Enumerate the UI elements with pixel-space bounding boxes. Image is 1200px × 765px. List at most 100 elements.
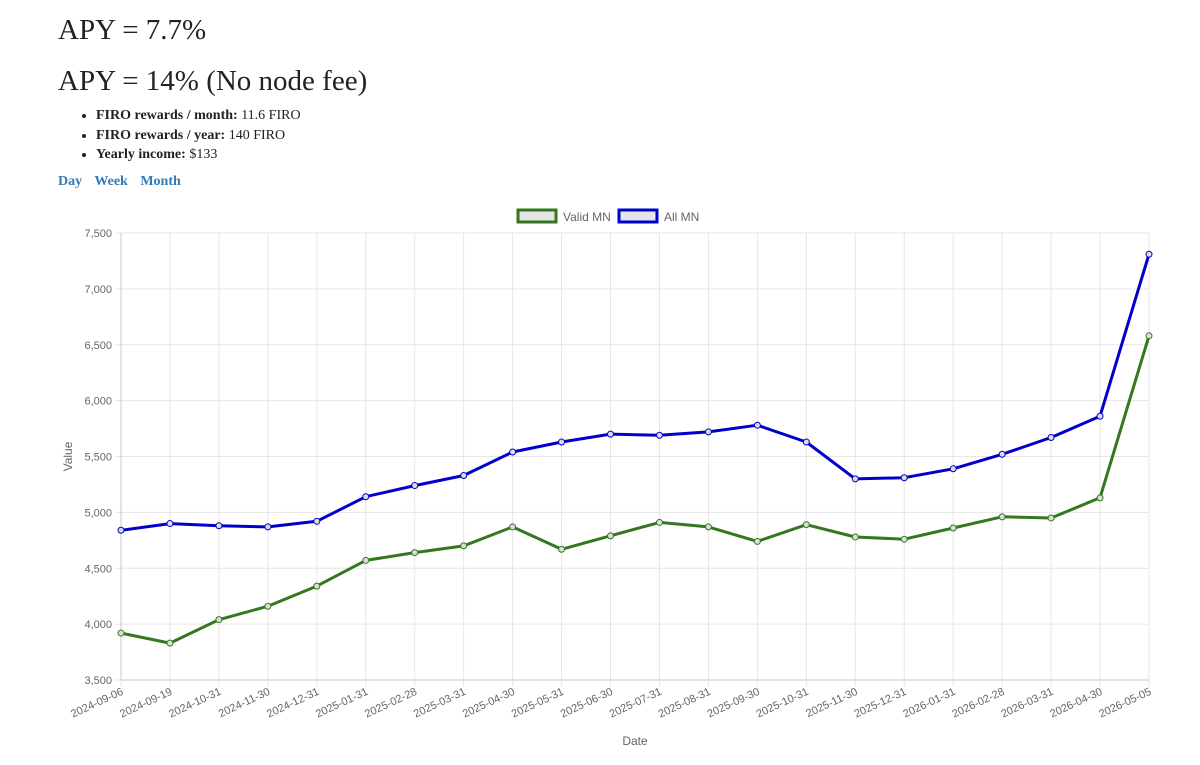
series-line: [120, 335, 1151, 645]
x-tick-label: 2026-03-31: [999, 686, 1055, 721]
stat-label: FIRO rewards / month:: [96, 108, 238, 123]
x-tick-label: 2025-02-28: [363, 686, 419, 721]
data-point: [1096, 412, 1104, 420]
data-point: [313, 517, 321, 525]
data-point: [1145, 332, 1153, 340]
x-tick-label: 2025-07-31: [608, 686, 664, 721]
y-tick-label: 6,000: [84, 396, 112, 408]
legend-swatch: [617, 208, 659, 224]
data-point: [998, 513, 1006, 521]
data-point: [655, 518, 663, 526]
data-point: [900, 535, 908, 543]
x-tick-label: 2026-02-28: [950, 686, 1006, 721]
legend-swatch: [516, 208, 558, 224]
y-tick-label: 5,500: [84, 452, 112, 464]
stat-value: $133: [189, 147, 218, 162]
range-selector: Day Week Month: [58, 174, 190, 190]
stat-value: 140 FIRO: [228, 127, 286, 143]
data-point: [509, 448, 517, 456]
data-point: [166, 639, 174, 647]
y-tick-label: 7,500: [84, 228, 112, 240]
data-point: [998, 450, 1006, 458]
data-point: [166, 520, 174, 528]
range-month-link[interactable]: Month: [140, 174, 181, 189]
x-tick-label: 2025-10-31: [755, 686, 811, 721]
y-tick-label: 4,000: [84, 619, 112, 631]
legend: Valid MN All MN: [516, 208, 699, 224]
data-point: [900, 474, 908, 482]
x-tick-label: 2025-03-31: [412, 686, 468, 721]
grid-lines: [115, 232, 1150, 686]
data-point: [802, 521, 810, 529]
x-tick-label: 2024-09-06: [69, 686, 125, 721]
data-point: [313, 582, 321, 590]
data-point: [117, 629, 125, 637]
data-point: [704, 523, 712, 531]
x-tick-label: 2025-01-31: [314, 686, 370, 721]
line-chart: 3,500 4,000 4,500 5,000 5,500 6,000 6,500 7,000…: [61, 208, 1153, 748]
x-tick-label: 2025-08-31: [657, 686, 713, 721]
data-point: [949, 524, 957, 532]
series-all-mn: [117, 250, 1153, 534]
y-axis-title: Value: [61, 441, 75, 471]
data-point: [753, 421, 761, 429]
stat-value: 11.6 FIRO: [241, 108, 301, 123]
data-point: [1096, 494, 1104, 502]
data-point: [264, 523, 272, 531]
data-point: [509, 523, 517, 531]
data-point: [558, 545, 566, 553]
data-point: [460, 542, 468, 550]
y-tick-label: 4,500: [84, 563, 112, 575]
list-item: FIRO rewards / month: 11.6 FIRO: [96, 106, 301, 126]
x-tick-label: 2024-09-19: [118, 686, 174, 721]
range-week-link[interactable]: Week: [94, 174, 128, 189]
data-point: [607, 430, 615, 438]
data-point: [215, 522, 223, 530]
x-tick-label: 2026-01-31: [901, 686, 957, 721]
range-day-link[interactable]: Day: [58, 174, 83, 189]
data-point: [1145, 250, 1153, 258]
rewards-list: FIRO rewards / month: 11.6 FIRO FIRO rew…: [78, 106, 301, 165]
data-point: [949, 465, 957, 473]
data-point: [117, 526, 125, 534]
data-point: [411, 482, 419, 490]
data-point: [704, 428, 712, 436]
x-tick-label: 2025-06-30: [559, 686, 615, 721]
x-tick-label: 2024-11-30: [217, 686, 272, 720]
x-tick-label: 2025-12-31: [852, 686, 908, 721]
data-point: [851, 475, 859, 483]
list-item: FIRO rewards / year: 140 FIRO: [96, 126, 301, 146]
data-point: [607, 532, 615, 540]
x-tick-label: 2025-09-30: [706, 686, 762, 721]
x-tick-label: 2026-04-30: [1048, 686, 1104, 721]
data-point: [1047, 514, 1055, 522]
data-point: [851, 533, 859, 541]
data-point: [655, 431, 663, 439]
y-tick-label: 7,000: [84, 284, 112, 296]
legend-label: Valid MN: [563, 210, 611, 224]
apy-heading: APY = 7.7%: [58, 14, 207, 46]
x-axis-title: Date: [622, 734, 648, 748]
data-point: [264, 602, 272, 610]
list-item: Yearly income: $133: [96, 145, 301, 165]
data-point: [753, 537, 761, 545]
x-tick-label: 2025-04-30: [461, 686, 517, 721]
series-line: [120, 253, 1151, 532]
data-point: [362, 556, 370, 564]
y-tick-label: 5,000: [84, 507, 112, 519]
data-point: [802, 438, 810, 446]
apy-no-fee-heading: APY = 14% (No node fee): [58, 65, 368, 97]
x-tick-label: 2024-10-31: [167, 686, 223, 721]
y-tick-label: 6,500: [84, 340, 112, 352]
data-point: [558, 438, 566, 446]
stat-label: FIRO rewards / year:: [96, 127, 226, 143]
data-point: [362, 493, 370, 501]
x-tick-label: 2026-05-05: [1097, 686, 1153, 721]
data-point: [460, 471, 468, 479]
series-valid-mn: [117, 332, 1153, 647]
x-tick-label: 2024-12-31: [265, 686, 321, 721]
x-tick-label: 2025-05-31: [510, 686, 566, 721]
data-point: [1047, 434, 1055, 442]
x-tick-label: 2025-11-30: [804, 686, 859, 720]
data-point: [411, 549, 419, 557]
